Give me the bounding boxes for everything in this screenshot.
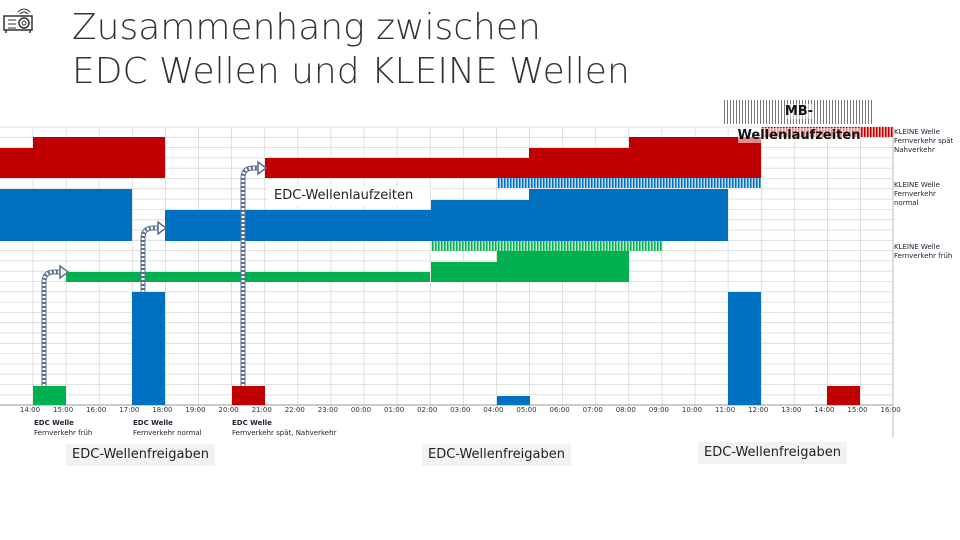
legend-kleine-welle-spaet: KLEINE Welle Fernverkehr spät Nahverkehr	[894, 128, 954, 154]
title-line-1: Zusammenhang zwischen	[72, 7, 541, 48]
time-tick: 04:00	[483, 406, 504, 414]
freigabe-normal-1	[132, 292, 165, 405]
edc-wellenlaufzeiten-label: EDC-Wellenlaufzeiten	[270, 187, 418, 204]
mb-bar-normal	[497, 178, 761, 188]
time-tick: 05:00	[516, 406, 537, 414]
arrow-edc-normal	[140, 225, 158, 292]
legend-kleine-welle-normal: KLEINE Welle Fernverkehr normal	[894, 181, 940, 207]
time-tick: 15:00	[847, 406, 868, 414]
time-tick: 11:00	[715, 406, 736, 414]
chart-bars	[0, 127, 893, 405]
time-tick: 20:00	[218, 406, 239, 414]
edc-label-normal: EDC Welle Fernverkehr normal	[133, 419, 202, 437]
time-tick: 09:00	[648, 406, 669, 414]
time-tick: 10:00	[681, 406, 703, 414]
arrowhead-frueh	[59, 264, 70, 280]
blue-bar-1	[165, 210, 431, 241]
time-tick: 22:00	[284, 406, 305, 414]
arrow-edc-frueh	[41, 269, 60, 386]
blue-bar-step	[529, 189, 728, 200]
time-tick: 12:00	[748, 406, 769, 414]
time-tick: 21:00	[251, 406, 272, 414]
edc-wellenfreigaben-box-1: EDC-Wellenfreigaben	[66, 444, 215, 466]
green-bar-step	[497, 251, 629, 262]
arrowhead-normal	[157, 220, 168, 236]
time-tick: 14:00	[814, 406, 835, 414]
freigabe-normal-3	[728, 292, 761, 405]
chart-arrows	[41, 160, 268, 386]
time-tick: 01:00	[384, 406, 405, 414]
page-title: Zusammenhang zwischen EDC Wellen und KLE…	[72, 6, 630, 94]
red-bar-long	[265, 158, 728, 178]
red-bar-left	[0, 148, 33, 178]
freigabe-normal-2	[497, 396, 530, 405]
blue-bar-long	[431, 200, 728, 241]
edc-wellenfreigaben-box-2: EDC-Wellenfreigaben	[422, 444, 571, 466]
freigabe-spaet-1	[232, 386, 265, 405]
red-bar-1	[33, 137, 165, 178]
edc-label-spaet: EDC Welle Fernverkehr spät, Nahverkehr	[232, 419, 337, 437]
arrowhead-spaet	[257, 160, 268, 176]
freigabe-frueh	[33, 386, 66, 405]
time-tick: 17:00	[119, 406, 140, 414]
edc-wellenfreigaben-box-3: EDC-Wellenfreigaben	[698, 442, 847, 464]
edc-label-frueh: EDC Welle Fernverkehr früh	[34, 419, 93, 437]
time-tick: 14:00	[19, 406, 41, 414]
projector-icon	[3, 8, 33, 33]
green-bar-long	[431, 262, 629, 282]
time-tick: 16:00	[880, 406, 901, 414]
time-tick: 02:00	[417, 406, 438, 414]
title-line-2: EDC Wellen und KLEINE Wellen	[72, 51, 630, 92]
time-tick: 18:00	[152, 406, 173, 414]
legend-kleine-welle-frueh: KLEINE Welle Fernverkehr früh	[894, 243, 953, 260]
time-tick: 00:00	[350, 406, 372, 414]
time-tick: 07:00	[582, 406, 603, 414]
time-tick: 08:00	[615, 406, 636, 414]
mb-bar-frueh	[431, 241, 663, 251]
green-bar-1	[66, 272, 430, 282]
blue-bar-left	[0, 189, 132, 241]
mb-wellenlaufzeiten-label: MB-Wellenlaufzeiten	[724, 100, 874, 143]
time-tick: 23:00	[317, 406, 338, 414]
red-bar-step	[529, 148, 629, 158]
time-tick: 19:00	[185, 406, 206, 414]
time-tick: 03:00	[450, 406, 471, 414]
red-bar-2	[629, 137, 761, 178]
freigabe-spaet-2	[827, 386, 860, 405]
time-tick: 06:00	[549, 406, 570, 414]
time-tick: 13:00	[781, 406, 802, 414]
time-tick: 16:00	[86, 406, 107, 414]
time-tick: 15:00	[53, 406, 74, 414]
